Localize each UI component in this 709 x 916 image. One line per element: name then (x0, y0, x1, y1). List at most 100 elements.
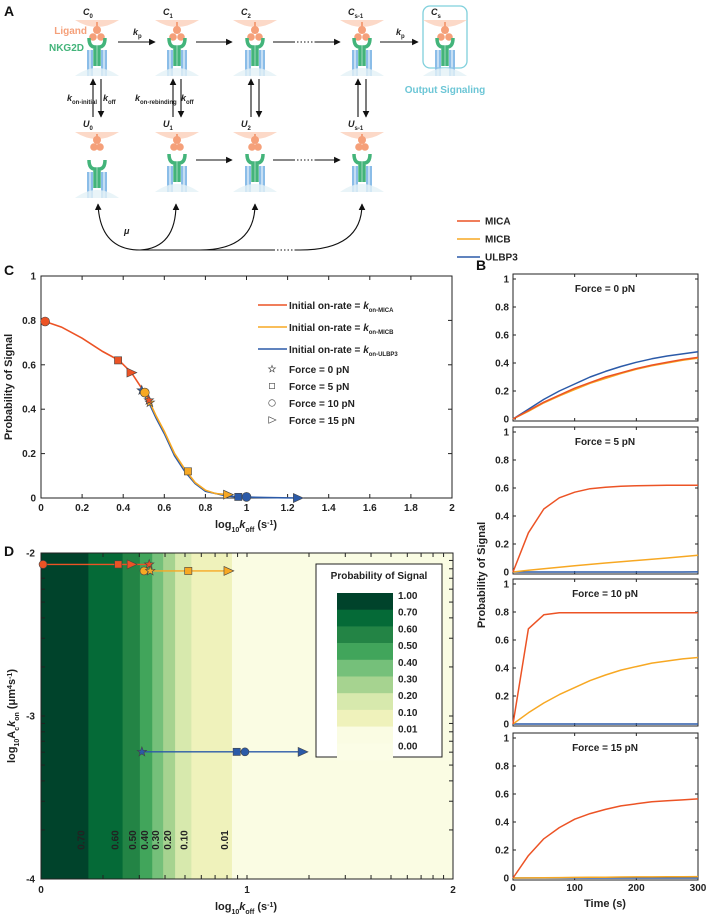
triangle-marker (126, 367, 138, 378)
y-tick-label: 0 (30, 494, 36, 505)
nkg2d-receptor (352, 37, 372, 66)
subplot-title: Force = 0 pN (575, 284, 635, 295)
ligand-domain (173, 136, 181, 144)
y-tick-label: 0.6 (22, 360, 36, 371)
series-line-ulbp3 (512, 351, 699, 420)
contour-label: 0.40 (140, 830, 151, 850)
ligand-domain (170, 143, 178, 151)
symbol: k (133, 27, 139, 37)
membrane-protein (104, 50, 107, 76)
circle-marker (40, 316, 50, 327)
triangle-marker (293, 493, 304, 503)
label-part: ) (273, 901, 277, 913)
colorbar-swatch (337, 743, 393, 761)
x-tick-label: 2 (450, 885, 456, 896)
k-symbol: k (363, 323, 369, 334)
ligand-domain (355, 143, 363, 151)
colorbar-swatch (337, 693, 393, 711)
reset-arrow (200, 203, 366, 251)
x-tick-label: 0 (510, 883, 516, 894)
label-part: s (6, 679, 18, 685)
y-tick-label: 0.2 (495, 540, 509, 551)
label-part: k (6, 720, 18, 727)
bound-state-label: C1 (163, 7, 174, 20)
membrane-protein (181, 50, 184, 76)
nkg2d-receptor (245, 153, 265, 182)
membrane-protein (352, 50, 355, 76)
subscript: on-rebinding (140, 100, 177, 106)
colorbar-swatch (337, 643, 393, 661)
star-marker (143, 394, 155, 406)
membrane-protein (449, 50, 452, 76)
unbound-state-label: Us-1 (348, 119, 364, 132)
symbol: k (103, 93, 109, 103)
square-marker (114, 356, 122, 365)
y-tick-label: 0 (503, 874, 509, 885)
cell-membrane (423, 68, 467, 76)
star-marker (144, 565, 156, 576)
x-tick-label: 1.8 (404, 503, 418, 514)
ligand-domain (361, 143, 369, 151)
subscript: on-ULBP3 (369, 352, 399, 358)
colorbar-swatch (337, 659, 393, 677)
y-tick-label: 0.6 (495, 331, 509, 342)
membrane-protein (170, 50, 173, 76)
colorbar-label: 0.70 (398, 608, 418, 619)
symbol: k (396, 27, 402, 37)
x-tick-label: 0 (38, 503, 44, 514)
x-tick-label: 300 (690, 883, 707, 894)
colorbar-swatch (337, 609, 393, 627)
k-symbol: k (363, 301, 369, 312)
membrane-protein (167, 50, 170, 76)
subscript: s-1 (355, 126, 364, 132)
y-tick-label: 0 (503, 415, 509, 426)
subscript: 2 (248, 14, 252, 20)
heatmap-band (88, 553, 124, 879)
square-marker (234, 492, 243, 501)
contour-label: 0.60 (111, 830, 122, 850)
ligand-domain (176, 143, 184, 151)
label-part: 10 (231, 909, 239, 916)
subscript: on-initial (72, 100, 97, 106)
unbound-state-label: U1 (163, 119, 174, 132)
membrane-protein (101, 172, 104, 198)
colorbar-swatch (337, 726, 393, 744)
symbol: C (241, 7, 248, 17)
membrane-protein (248, 166, 251, 192)
panel-label-d: D (4, 543, 14, 559)
membrane-protein (259, 50, 262, 76)
subplot-force-3: 0 0.2 0.4 0.6 0.8 1 Force = 15 pN (495, 732, 699, 885)
series-line (143, 392, 229, 496)
y-tick-label: 0.8 (495, 456, 509, 467)
colorbar-label: 0.60 (398, 624, 418, 635)
subplot-title: Force = 10 pN (572, 589, 638, 600)
y-tick-label: -4 (26, 875, 35, 886)
nkg2d-receptor (167, 153, 187, 182)
kinetic-proofreading-diagram: Ligand NKG2D Output Signaling C0 C1 C2 Cs-1… (49, 5, 485, 251)
label-part: k (239, 519, 246, 531)
membrane-protein (245, 166, 248, 192)
circle-marker (38, 560, 48, 569)
membrane-protein (101, 50, 104, 76)
cell-membrane (340, 68, 384, 76)
triangle-marker (223, 565, 235, 576)
x-tick-label: 1.4 (322, 503, 336, 514)
series-line-mica (512, 611, 698, 725)
symbol: U (163, 119, 170, 129)
y-tick-label: -2 (26, 549, 35, 560)
y-tick-label: 0 (503, 568, 509, 579)
ligand-domain (96, 143, 104, 151)
label-part: -1 (267, 520, 273, 527)
ligand-domain (97, 33, 105, 41)
colorbar-label: 0.30 (398, 675, 418, 686)
ligand-domain (362, 33, 370, 41)
membrane-protein (90, 50, 93, 76)
y-tick-label: 0.6 (495, 484, 509, 495)
triangle-marker (223, 489, 235, 500)
contour-label: 0.30 (151, 830, 162, 850)
plot-frame (512, 732, 699, 881)
plot-frame (512, 273, 699, 422)
koff-label: koff (103, 93, 117, 106)
label-part: ) (273, 519, 277, 531)
